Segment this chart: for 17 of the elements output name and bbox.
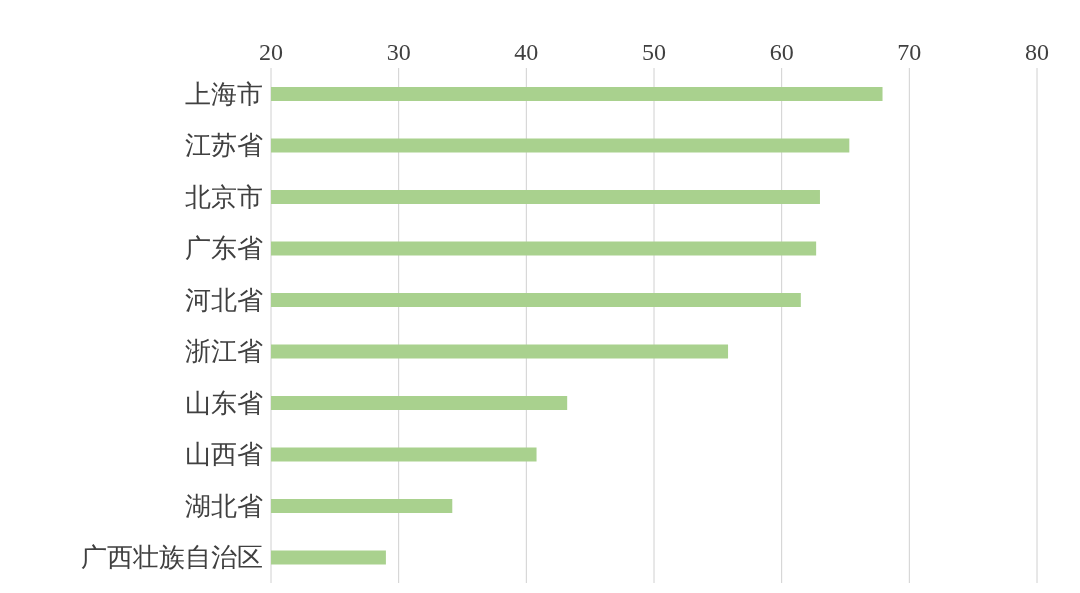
x-tick-label: 40 [514, 39, 539, 65]
y-tick-label: 山西省 [185, 440, 263, 470]
x-tick-label: 20 [259, 39, 283, 65]
y-tick-label: 广东省 [185, 234, 263, 264]
x-tick-label: 70 [897, 39, 922, 65]
y-tick-label: 广西壮族自治区 [81, 543, 263, 573]
x-tick-label: 80 [1025, 39, 1049, 65]
y-tick-label: 浙江省 [185, 337, 263, 367]
y-tick-label: 河北省 [185, 285, 263, 315]
y-tick-label: 上海市 [185, 79, 263, 109]
x-tick-label: 30 [386, 39, 411, 65]
y-tick-label: 湖北省 [185, 491, 263, 521]
y-tick-label: 山东省 [185, 388, 263, 418]
x-tick-label: 60 [769, 39, 794, 65]
y-tick-label: 北京市 [185, 182, 263, 212]
y-tick-label: 江苏省 [185, 131, 263, 161]
x-tick-label: 50 [642, 39, 666, 65]
